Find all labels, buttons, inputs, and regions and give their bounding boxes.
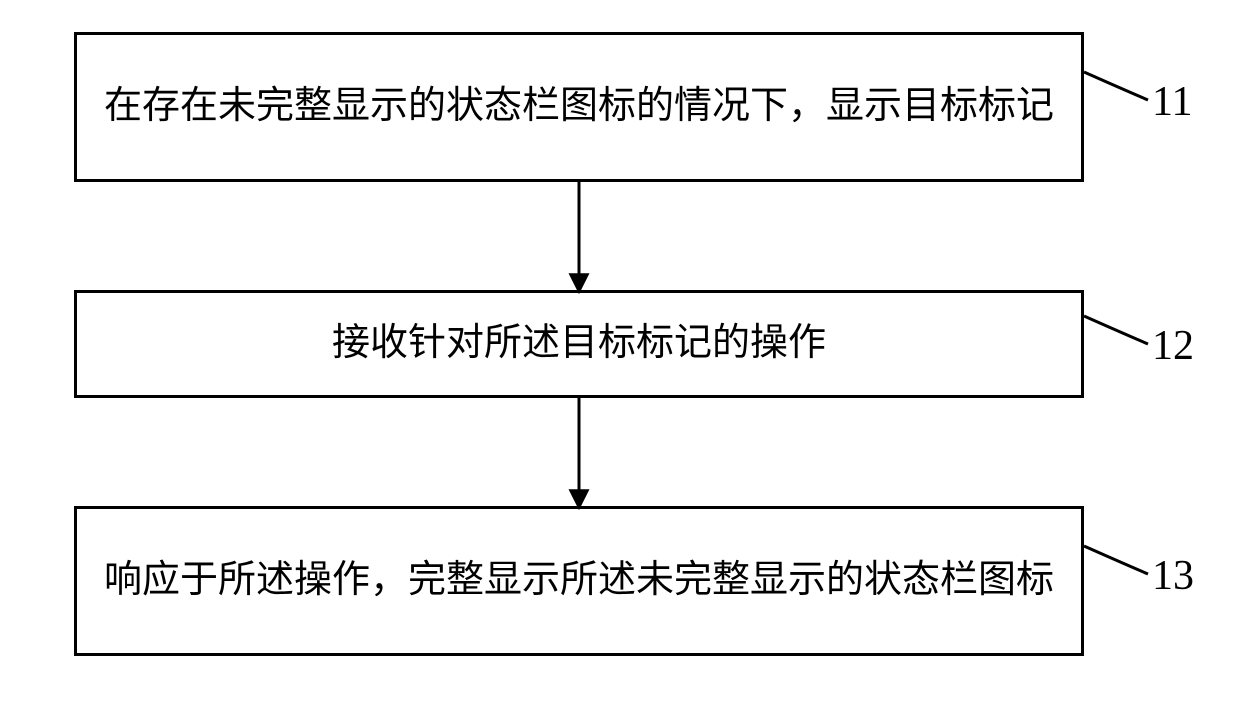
flow-node-2: 接收针对所述目标标记的操作 bbox=[74, 290, 1084, 398]
flow-node-3-text: 响应于所述操作，完整显示所述未完整显示的状态栏图标 bbox=[104, 557, 1054, 605]
flow-node-1: 在存在未完整显示的状态栏图标的情况下，显示目标标记 bbox=[74, 32, 1084, 182]
step-label-3: 13 bbox=[1152, 552, 1194, 600]
flow-node-3: 响应于所述操作，完整显示所述未完整显示的状态栏图标 bbox=[74, 506, 1084, 656]
step-label-2: 12 bbox=[1152, 322, 1194, 370]
step-label-1: 11 bbox=[1152, 78, 1192, 126]
flow-node-1-text: 在存在未完整显示的状态栏图标的情况下，显示目标标记 bbox=[104, 83, 1054, 131]
flow-node-2-text: 接收针对所述目标标记的操作 bbox=[332, 320, 826, 368]
flowchart-canvas: 在存在未完整显示的状态栏图标的情况下，显示目标标记 接收针对所述目标标记的操作 … bbox=[0, 0, 1240, 714]
